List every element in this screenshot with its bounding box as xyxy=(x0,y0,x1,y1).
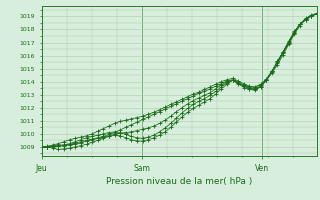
X-axis label: Pression niveau de la mer( hPa ): Pression niveau de la mer( hPa ) xyxy=(106,177,252,186)
